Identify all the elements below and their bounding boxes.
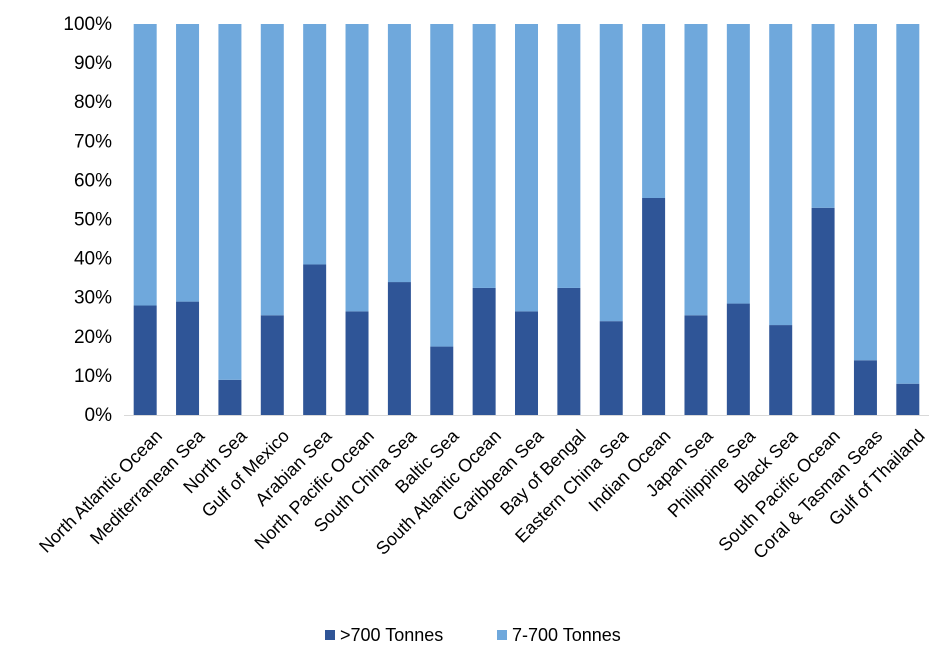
bar-segment-over-700-tonnes	[515, 311, 538, 415]
legend-swatch-over-700-tonnes	[325, 630, 335, 640]
y-tick-label: 50%	[74, 210, 112, 231]
bar-segment-7-700-tonnes	[769, 24, 793, 326]
bar-segment-7-700-tonnes	[684, 24, 708, 316]
y-tick-label: 80%	[74, 92, 112, 113]
bar-segment-7-700-tonnes	[472, 24, 496, 288]
bar-segment-over-700-tonnes	[218, 379, 242, 415]
y-tick-label: 100%	[63, 14, 112, 35]
bar-segment-over-700-tonnes	[853, 360, 877, 415]
bar-segment-over-700-tonnes	[557, 287, 581, 415]
bar-segment-7-700-tonnes	[726, 24, 750, 304]
y-tick-label: 30%	[74, 288, 112, 309]
legend-label: 7-700 Tonnes	[512, 625, 621, 645]
legend-label: >700 Tonnes	[340, 625, 443, 645]
bar-segment-7-700-tonnes	[599, 24, 623, 322]
bar-segment-over-700-tonnes	[133, 305, 157, 415]
bar-segment-7-700-tonnes	[430, 24, 454, 347]
bar-segment-7-700-tonnes	[853, 24, 877, 361]
y-tick-label: 70%	[74, 131, 112, 152]
y-tick-label: 20%	[74, 327, 112, 348]
bar-segment-over-700-tonnes	[726, 303, 750, 415]
bar-segment-7-700-tonnes	[811, 24, 835, 208]
bar-segment-7-700-tonnes	[557, 24, 581, 288]
y-tick-label: 40%	[74, 249, 112, 270]
bar-segment-over-700-tonnes	[176, 301, 200, 415]
bar-segment-over-700-tonnes	[896, 383, 920, 415]
bar-segment-over-700-tonnes	[345, 311, 369, 415]
bar-segment-7-700-tonnes	[345, 24, 369, 312]
bar-segment-over-700-tonnes	[811, 207, 835, 415]
y-tick-label: 0%	[85, 405, 113, 426]
y-tick-label: 10%	[74, 366, 112, 387]
bar-segment-7-700-tonnes	[642, 24, 666, 198]
bar-segment-7-700-tonnes	[303, 24, 327, 265]
bar-segment-over-700-tonnes	[684, 315, 708, 415]
bar-segment-7-700-tonnes	[133, 24, 157, 306]
bar-segment-7-700-tonnes	[515, 24, 538, 312]
bar-segment-7-700-tonnes	[218, 24, 242, 380]
bar-segment-over-700-tonnes	[472, 287, 496, 415]
bar-segment-over-700-tonnes	[387, 282, 411, 415]
bar-segment-7-700-tonnes	[387, 24, 411, 283]
y-tick-label: 90%	[74, 53, 112, 74]
bar-segment-7-700-tonnes	[896, 24, 920, 384]
bar-segment-over-700-tonnes	[769, 325, 793, 415]
legend-swatch-7-700-tonnes	[497, 630, 507, 640]
bar-segment-7-700-tonnes	[260, 24, 284, 316]
bar-segment-over-700-tonnes	[599, 321, 623, 415]
y-tick-label: 60%	[74, 170, 112, 191]
bar-segment-over-700-tonnes	[303, 264, 327, 415]
bar-segment-over-700-tonnes	[430, 346, 454, 415]
bar-segment-7-700-tonnes	[176, 24, 200, 302]
bar-segment-over-700-tonnes	[642, 197, 666, 415]
bar-segment-over-700-tonnes	[260, 315, 284, 415]
